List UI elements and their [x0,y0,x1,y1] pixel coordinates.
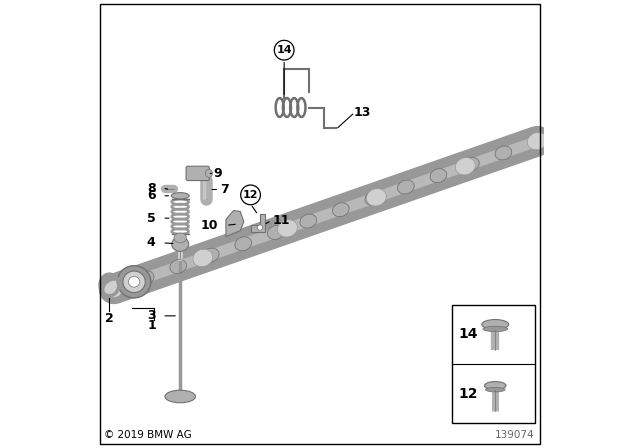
Ellipse shape [456,158,476,175]
Text: 14: 14 [459,327,478,341]
Circle shape [241,185,260,205]
Text: 13: 13 [353,105,371,119]
Ellipse shape [332,203,349,217]
Ellipse shape [482,319,509,329]
Ellipse shape [205,169,212,177]
Text: 11: 11 [273,214,291,227]
Text: 12: 12 [459,387,478,401]
Ellipse shape [117,266,151,298]
Circle shape [275,40,294,60]
Ellipse shape [129,276,140,287]
Text: 6: 6 [147,189,156,202]
Ellipse shape [170,259,186,273]
Ellipse shape [397,180,414,194]
Ellipse shape [174,233,186,243]
Ellipse shape [123,271,145,293]
Text: 10: 10 [200,219,218,232]
Text: © 2019 BMW AG: © 2019 BMW AG [104,431,192,440]
Ellipse shape [278,220,298,237]
Ellipse shape [483,326,508,332]
Text: 14: 14 [276,45,292,55]
Ellipse shape [104,280,124,297]
Bar [452,305,535,423]
Text: 9: 9 [213,167,222,180]
Ellipse shape [138,271,154,285]
Ellipse shape [463,157,479,171]
Ellipse shape [172,193,189,199]
Ellipse shape [268,225,284,239]
Circle shape [257,225,262,230]
Ellipse shape [202,248,219,262]
Text: 7: 7 [221,183,229,196]
FancyBboxPatch shape [186,166,209,181]
Polygon shape [251,214,266,232]
Text: 4: 4 [147,236,156,250]
Ellipse shape [495,146,512,160]
Text: 2: 2 [105,312,114,325]
Ellipse shape [165,390,195,403]
Text: 139074: 139074 [495,431,534,440]
Ellipse shape [485,388,505,392]
Text: 1: 1 [148,319,156,332]
Ellipse shape [430,169,447,183]
Ellipse shape [484,382,506,390]
Ellipse shape [235,237,252,251]
Ellipse shape [172,237,189,251]
Text: 5: 5 [147,211,156,225]
Ellipse shape [193,249,212,267]
Ellipse shape [300,214,317,228]
Polygon shape [226,211,244,237]
Text: 8: 8 [147,181,156,195]
Text: 3: 3 [147,309,156,323]
Ellipse shape [365,191,381,205]
Text: 12: 12 [243,190,259,200]
Ellipse shape [527,133,547,150]
Ellipse shape [367,189,387,206]
